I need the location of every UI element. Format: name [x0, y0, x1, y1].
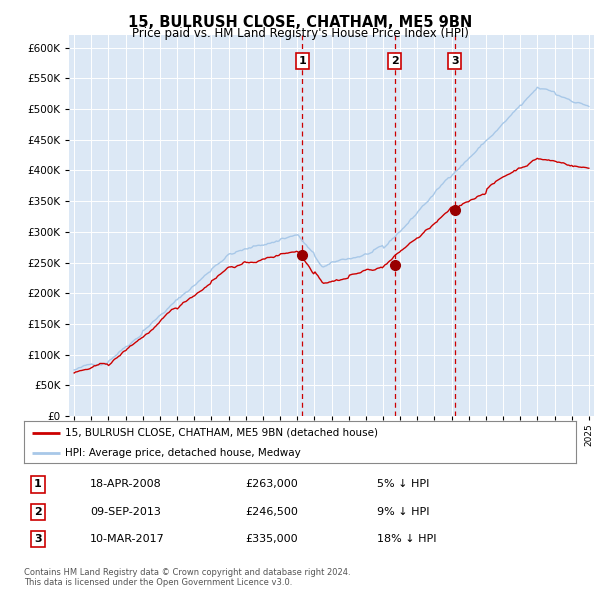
Text: £335,000: £335,000 [245, 535, 298, 544]
Text: 2: 2 [391, 56, 398, 66]
Text: 10-MAR-2017: 10-MAR-2017 [90, 535, 165, 544]
Text: 18-APR-2008: 18-APR-2008 [90, 480, 162, 489]
Text: HPI: Average price, detached house, Medway: HPI: Average price, detached house, Medw… [65, 448, 301, 457]
Text: £246,500: £246,500 [245, 507, 298, 517]
Text: 15, BULRUSH CLOSE, CHATHAM, ME5 9BN (detached house): 15, BULRUSH CLOSE, CHATHAM, ME5 9BN (det… [65, 428, 379, 438]
Text: 9% ↓ HPI: 9% ↓ HPI [377, 507, 430, 517]
Text: Price paid vs. HM Land Registry's House Price Index (HPI): Price paid vs. HM Land Registry's House … [131, 27, 469, 40]
Text: 1: 1 [34, 480, 41, 489]
Text: £263,000: £263,000 [245, 480, 298, 489]
Text: 2: 2 [34, 507, 41, 517]
Text: 15, BULRUSH CLOSE, CHATHAM, ME5 9BN: 15, BULRUSH CLOSE, CHATHAM, ME5 9BN [128, 15, 472, 30]
Text: 09-SEP-2013: 09-SEP-2013 [90, 507, 161, 517]
Text: Contains HM Land Registry data © Crown copyright and database right 2024.
This d: Contains HM Land Registry data © Crown c… [24, 568, 350, 587]
Text: 3: 3 [451, 56, 458, 66]
Text: 1: 1 [298, 56, 306, 66]
Text: 18% ↓ HPI: 18% ↓ HPI [377, 535, 437, 544]
Text: 3: 3 [34, 535, 41, 544]
Text: 5% ↓ HPI: 5% ↓ HPI [377, 480, 430, 489]
